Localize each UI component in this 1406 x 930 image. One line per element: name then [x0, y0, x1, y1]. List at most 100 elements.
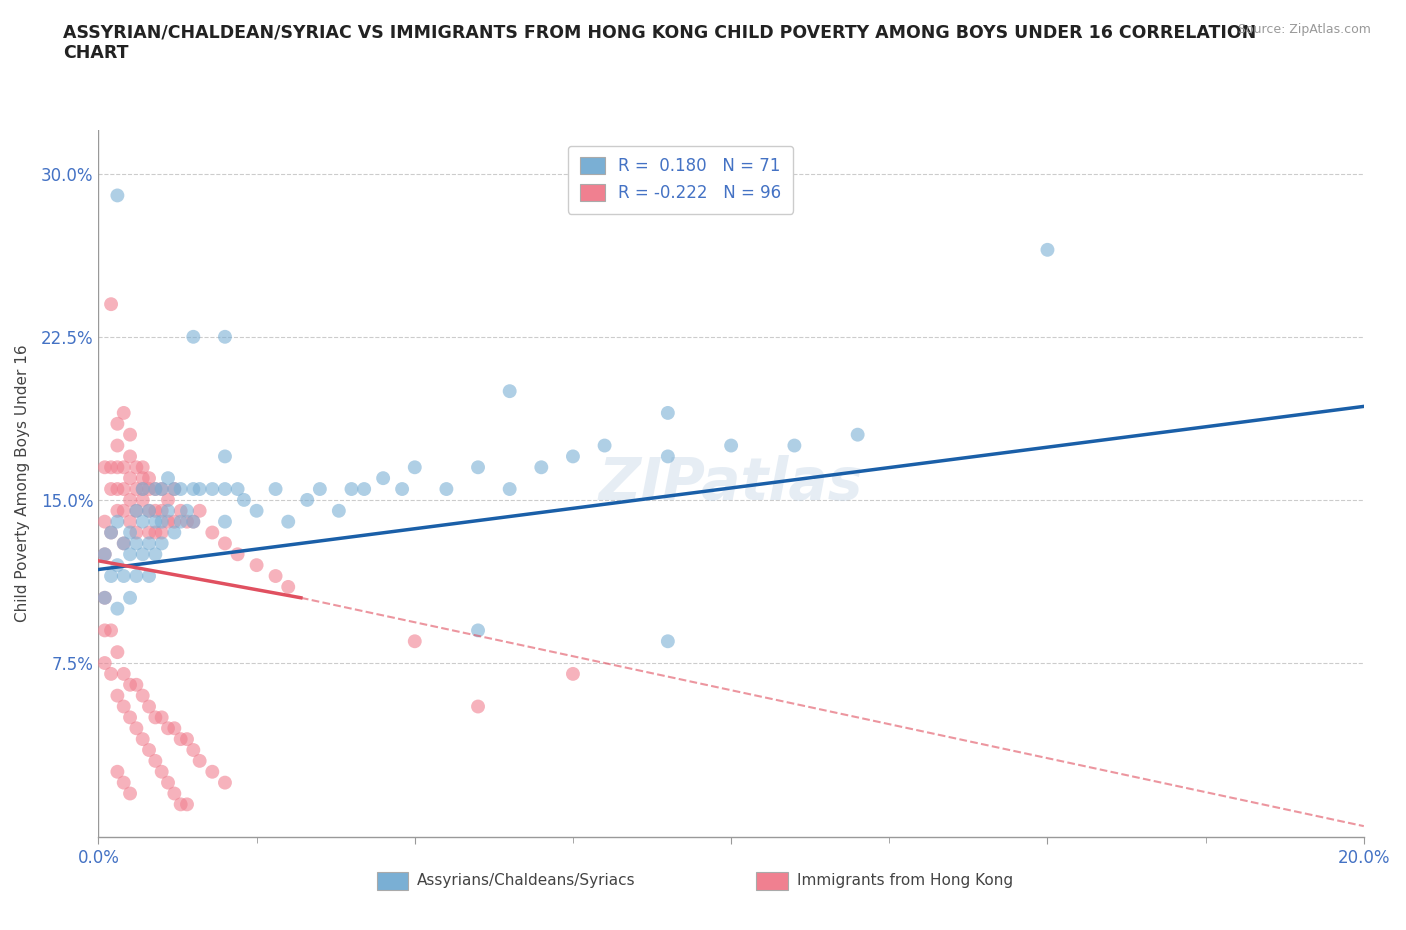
- Point: [783, 438, 806, 453]
- Point: [132, 514, 155, 529]
- Point: [846, 427, 869, 442]
- Point: [264, 482, 287, 497]
- Point: [138, 482, 160, 497]
- Point: [657, 449, 679, 464]
- Point: [112, 503, 135, 518]
- Point: [277, 514, 299, 529]
- Point: [163, 482, 186, 497]
- Point: [145, 525, 166, 540]
- Point: [145, 503, 166, 518]
- Text: Assyrians/Chaldeans/Syriacs: Assyrians/Chaldeans/Syriacs: [418, 873, 636, 888]
- Bar: [377, 872, 408, 890]
- Point: [657, 405, 679, 420]
- Point: [112, 536, 135, 551]
- Point: [150, 482, 173, 497]
- Point: [150, 710, 173, 724]
- Point: [107, 764, 129, 779]
- Legend: R =  0.180   N = 71, R = -0.222   N = 96: R = 0.180 N = 71, R = -0.222 N = 96: [568, 146, 793, 214]
- Point: [593, 438, 616, 453]
- Point: [188, 503, 211, 518]
- Point: [93, 459, 117, 474]
- Point: [138, 699, 160, 714]
- Point: [150, 482, 173, 497]
- Point: [107, 459, 129, 474]
- Point: [112, 568, 135, 583]
- Point: [183, 329, 205, 344]
- Point: [112, 459, 135, 474]
- Point: [120, 449, 141, 464]
- Point: [371, 471, 394, 485]
- Point: [100, 525, 122, 540]
- Point: [107, 514, 129, 529]
- Point: [404, 459, 426, 474]
- Point: [183, 742, 205, 757]
- Point: [163, 721, 186, 736]
- Point: [163, 525, 186, 540]
- Point: [125, 536, 148, 551]
- Point: [277, 579, 299, 594]
- Point: [163, 786, 186, 801]
- Point: [214, 329, 236, 344]
- Point: [157, 514, 180, 529]
- Point: [132, 688, 155, 703]
- Point: [297, 493, 319, 508]
- Text: ASSYRIAN/CHALDEAN/SYRIAC VS IMMIGRANTS FROM HONG KONG CHILD POVERTY AMONG BOYS U: ASSYRIAN/CHALDEAN/SYRIAC VS IMMIGRANTS F…: [63, 23, 1257, 62]
- Point: [163, 482, 186, 497]
- Point: [112, 482, 135, 497]
- Point: [353, 482, 375, 497]
- Point: [138, 503, 160, 518]
- Point: [169, 797, 191, 812]
- Point: [188, 753, 211, 768]
- Point: [93, 591, 117, 605]
- Point: [120, 547, 141, 562]
- Point: [120, 786, 141, 801]
- Point: [145, 753, 166, 768]
- Point: [132, 493, 155, 508]
- Point: [112, 667, 135, 682]
- Point: [201, 525, 224, 540]
- Point: [93, 514, 117, 529]
- Point: [157, 721, 180, 736]
- Point: [132, 547, 155, 562]
- Point: [150, 764, 173, 779]
- Point: [157, 471, 180, 485]
- Point: [183, 514, 205, 529]
- Point: [214, 482, 236, 497]
- Point: [145, 710, 166, 724]
- Point: [125, 677, 148, 692]
- Point: [93, 547, 117, 562]
- Point: [214, 536, 236, 551]
- Point: [107, 188, 129, 203]
- Point: [169, 482, 191, 497]
- Y-axis label: Child Poverty Among Boys Under 16: Child Poverty Among Boys Under 16: [15, 345, 30, 622]
- Point: [112, 776, 135, 790]
- Point: [176, 732, 198, 747]
- Point: [183, 514, 205, 529]
- Point: [467, 623, 489, 638]
- Point: [100, 623, 122, 638]
- Point: [132, 471, 155, 485]
- Point: [214, 514, 236, 529]
- Point: [214, 449, 236, 464]
- Point: [145, 514, 166, 529]
- Point: [100, 667, 122, 682]
- Point: [561, 449, 585, 464]
- Point: [561, 667, 585, 682]
- Point: [145, 482, 166, 497]
- Bar: [756, 872, 787, 890]
- Point: [498, 384, 520, 399]
- Point: [226, 547, 249, 562]
- Point: [107, 558, 129, 573]
- Point: [100, 297, 122, 312]
- Point: [201, 764, 224, 779]
- Point: [125, 568, 148, 583]
- Point: [93, 656, 117, 671]
- Point: [183, 482, 205, 497]
- Point: [404, 634, 426, 649]
- Point: [169, 503, 191, 518]
- Point: [132, 482, 155, 497]
- Point: [100, 568, 122, 583]
- Point: [309, 482, 332, 497]
- Point: [188, 482, 211, 497]
- Point: [233, 493, 256, 508]
